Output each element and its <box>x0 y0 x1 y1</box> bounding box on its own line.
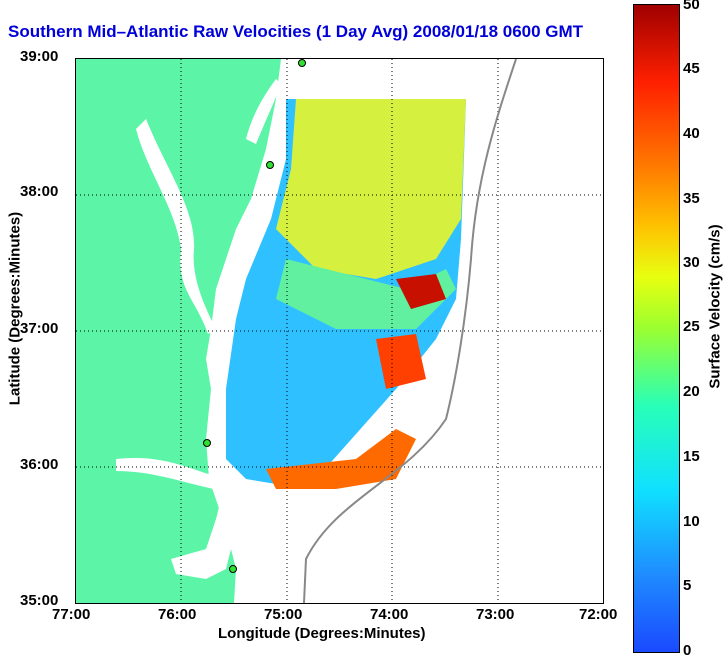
colorbar-tick: 40 <box>683 125 700 142</box>
colorbar-tick: 10 <box>683 513 700 530</box>
colorbar-tick: 35 <box>683 190 700 207</box>
y-tick-label: 35:00 <box>20 592 59 609</box>
x-tick-label: 74:00 <box>370 606 409 623</box>
x-tick-label: 73:00 <box>476 606 515 623</box>
map-title: Southern Mid–Atlantic Raw Velocities (1 … <box>8 22 584 41</box>
chesapeake-bay <box>136 119 216 334</box>
velocity-field-green <box>276 259 456 329</box>
colorbar-tick: 45 <box>683 60 700 77</box>
grid-lines <box>76 59 603 603</box>
velocity-hotspot-east <box>396 274 446 309</box>
y-axis-label: Latitude (Degrees:Minutes) <box>6 211 24 406</box>
y-tick-label: 39:00 <box>20 48 59 65</box>
y-tick-label: 38:00 <box>20 183 59 200</box>
pamlico-sound <box>171 499 236 579</box>
x-tick-label: 72:00 <box>579 606 618 623</box>
x-tick-label: 77:00 <box>52 606 91 623</box>
colorbar-tick: 15 <box>683 448 700 465</box>
hf-radar-station <box>229 565 237 573</box>
hf-radar-station <box>298 59 306 67</box>
x-axis-label: Longitude (Degrees:Minutes) <box>218 625 426 642</box>
velocity-field-yellow <box>276 99 466 279</box>
colorbar-label: Surface Velocity (cm/s) <box>706 224 724 389</box>
y-tick-label: 36:00 <box>20 456 59 473</box>
colorbar-tick: 20 <box>683 383 700 400</box>
colorbar-tick: 25 <box>683 318 700 335</box>
x-tick-label: 75:00 <box>264 606 303 623</box>
hf-radar-station <box>203 439 211 447</box>
map-plot-area[interactable] <box>75 58 604 604</box>
x-tick-label: 76:00 <box>158 606 197 623</box>
colorbar-tick: 30 <box>683 254 700 271</box>
colorbar-tick: 50 <box>683 0 700 13</box>
velocity-hotspot-central <box>376 334 426 389</box>
albemarle-sound <box>116 458 226 491</box>
colorbar <box>633 4 680 653</box>
colorbar-tick: 0 <box>683 642 692 659</box>
velocity-field-orange-south <box>266 429 416 489</box>
delaware-bay <box>246 79 281 144</box>
bathymetry-contour <box>303 59 517 603</box>
y-tick-label: 37:00 <box>20 320 59 337</box>
hf-radar-station <box>266 161 274 169</box>
colorbar-tick: 5 <box>683 577 692 594</box>
map-graphics <box>76 59 603 603</box>
